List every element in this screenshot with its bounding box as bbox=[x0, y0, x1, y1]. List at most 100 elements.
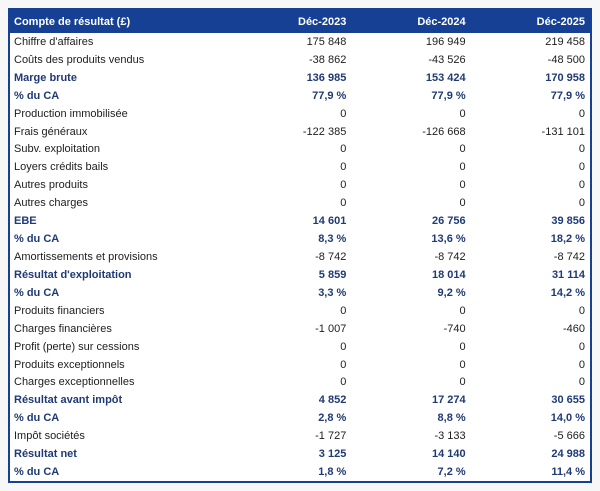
row-label: Impôt sociétés bbox=[14, 430, 85, 443]
row-value-déc-2025: 30 655 bbox=[551, 394, 585, 407]
row-label: Autres charges bbox=[14, 197, 88, 210]
row-label: Résultat net bbox=[14, 448, 77, 461]
table-row: Coûts des produits vendus -38 862 -43 526 -… bbox=[10, 50, 590, 69]
row-value-déc-2025: 0 bbox=[578, 107, 585, 120]
row-value-déc-2024: -126 668 bbox=[422, 125, 466, 138]
table-row: Résultat avant impôt 4 852 17 274 30 655 bbox=[10, 391, 590, 410]
table-row: Profit (perte) sur cessions 0 0 0 bbox=[10, 337, 590, 356]
row-value-déc-2023: -38 862 bbox=[309, 53, 347, 66]
row-value-déc-2024: 14 140 bbox=[432, 448, 466, 461]
row-value-déc-2025: -48 500 bbox=[547, 53, 585, 66]
row-value-déc-2023: 1,8 % bbox=[318, 466, 347, 479]
table-row: Autres charges 0 0 0 bbox=[10, 194, 590, 213]
row-value-déc-2025: 0 bbox=[578, 197, 585, 210]
table-row: % du CA 2,8 % 8,8 % 14,0 % bbox=[10, 409, 590, 428]
table-row: Frais généraux -122 385 -126 668 -131 101 bbox=[10, 122, 590, 141]
row-label: Production immobilisée bbox=[14, 107, 128, 120]
table-row: Charges exceptionnelles 0 0 0 bbox=[10, 373, 590, 392]
row-value-déc-2024: 26 756 bbox=[432, 215, 466, 228]
row-value-déc-2025: 18,2 % bbox=[550, 233, 585, 246]
table-row: % du CA 77,9 % 77,9 % 77,9 % bbox=[10, 86, 590, 105]
row-value-déc-2024: 0 bbox=[459, 358, 466, 371]
column-header-dec-2024: Déc-2024 bbox=[417, 15, 466, 28]
table-row: Résultat net 3 125 14 140 24 988 bbox=[10, 445, 590, 464]
table-row: Marge brute 136 985 153 424 170 958 bbox=[10, 68, 590, 87]
table-row: Subv. exploitation 0 0 0 bbox=[10, 140, 590, 159]
row-value-déc-2023: 14 601 bbox=[312, 215, 347, 228]
row-value-déc-2024: 0 bbox=[459, 376, 466, 389]
row-value-déc-2024: 153 424 bbox=[425, 71, 466, 84]
table-row: % du CA 8,3 % 13,6 % 18,2 % bbox=[10, 230, 590, 249]
row-value-déc-2023: 4 852 bbox=[318, 394, 347, 407]
table-row: Autres produits 0 0 0 bbox=[10, 176, 590, 195]
table-row: Impôt sociétés -1 727 -3 133 -5 666 bbox=[10, 427, 590, 446]
row-value-déc-2023: 5 859 bbox=[318, 268, 347, 281]
row-value-déc-2024: -8 742 bbox=[434, 251, 466, 264]
row-value-déc-2025: 39 856 bbox=[551, 215, 585, 228]
row-label: Autres produits bbox=[14, 179, 88, 192]
row-value-déc-2024: 77,9 % bbox=[431, 89, 466, 102]
row-value-déc-2023: 77,9 % bbox=[312, 89, 347, 102]
row-value-déc-2024: 9,2 % bbox=[437, 286, 466, 299]
row-value-déc-2025: 0 bbox=[578, 143, 585, 156]
table-body: Chiffre d'affaires 175 848 196 949 219 458 C… bbox=[10, 33, 590, 481]
row-value-déc-2023: 8,3 % bbox=[318, 233, 347, 246]
row-label: Amortissements et provisions bbox=[14, 251, 158, 264]
row-label: Résultat d'exploitation bbox=[14, 268, 132, 281]
row-value-déc-2025: -460 bbox=[562, 322, 585, 335]
row-value-déc-2023: -1 007 bbox=[315, 322, 347, 335]
row-label: Marge brute bbox=[14, 71, 77, 84]
row-value-déc-2023: -1 727 bbox=[315, 430, 347, 443]
table-row: % du CA 1,8 % 7,2 % 11,4 % bbox=[10, 463, 590, 481]
row-value-déc-2025: 14,2 % bbox=[550, 286, 585, 299]
row-value-déc-2024: -43 526 bbox=[428, 53, 466, 66]
row-label: % du CA bbox=[14, 286, 60, 299]
row-label: Charges financières bbox=[14, 322, 112, 335]
row-value-déc-2024: 8,8 % bbox=[437, 412, 466, 425]
row-value-déc-2023: -122 385 bbox=[302, 125, 347, 138]
row-value-déc-2025: -131 101 bbox=[541, 125, 585, 138]
row-value-déc-2023: 3 125 bbox=[318, 448, 347, 461]
row-value-déc-2024: 13,6 % bbox=[431, 233, 466, 246]
column-header-dec-2025: Déc-2025 bbox=[536, 15, 585, 28]
row-value-déc-2023: 0 bbox=[340, 107, 347, 120]
row-value-déc-2025: 0 bbox=[578, 304, 585, 317]
table-row: Chiffre d'affaires 175 848 196 949 219 458 bbox=[10, 33, 590, 51]
row-label: Charges exceptionnelles bbox=[14, 376, 135, 389]
table-row: Produits financiers 0 0 0 bbox=[10, 301, 590, 320]
row-value-déc-2025: 24 988 bbox=[551, 448, 585, 461]
table-row: Production immobilisée 0 0 0 bbox=[10, 104, 590, 123]
row-label: % du CA bbox=[14, 233, 60, 246]
row-value-déc-2023: 0 bbox=[340, 179, 347, 192]
row-value-déc-2023: 0 bbox=[340, 376, 347, 389]
row-value-déc-2024: -740 bbox=[443, 322, 466, 335]
row-value-déc-2024: 17 274 bbox=[432, 394, 466, 407]
row-value-déc-2024: 0 bbox=[459, 340, 466, 353]
row-label: Loyers crédits bails bbox=[14, 161, 109, 174]
row-value-déc-2025: 77,9 % bbox=[550, 89, 585, 102]
row-label: % du CA bbox=[14, 466, 60, 479]
row-value-déc-2023: 0 bbox=[340, 358, 347, 371]
row-value-déc-2025: 170 958 bbox=[545, 71, 585, 84]
row-value-déc-2023: 0 bbox=[340, 143, 347, 156]
row-value-déc-2025: 14,0 % bbox=[550, 412, 585, 425]
row-value-déc-2024: 0 bbox=[459, 179, 466, 192]
row-label: Coûts des produits vendus bbox=[14, 53, 145, 66]
table-row: Loyers crédits bails 0 0 0 bbox=[10, 158, 590, 177]
row-value-déc-2025: -5 666 bbox=[553, 430, 585, 443]
row-label: Produits exceptionnels bbox=[14, 358, 125, 371]
row-label: EBE bbox=[14, 215, 37, 228]
row-label: Profit (perte) sur cessions bbox=[14, 340, 140, 353]
row-value-déc-2024: 0 bbox=[459, 107, 466, 120]
row-value-déc-2024: 0 bbox=[459, 197, 466, 210]
row-value-déc-2023: 0 bbox=[340, 161, 347, 174]
row-value-déc-2023: 2,8 % bbox=[318, 412, 347, 425]
row-value-déc-2023: 175 848 bbox=[306, 35, 347, 48]
row-label: Subv. exploitation bbox=[14, 143, 101, 156]
row-value-déc-2025: 219 458 bbox=[545, 35, 585, 48]
row-value-déc-2025: 0 bbox=[578, 179, 585, 192]
table-row: Résultat d'exploitation 5 859 18 014 31 114 bbox=[10, 265, 590, 284]
table-row: EBE 14 601 26 756 39 856 bbox=[10, 212, 590, 231]
row-value-déc-2025: 0 bbox=[578, 161, 585, 174]
